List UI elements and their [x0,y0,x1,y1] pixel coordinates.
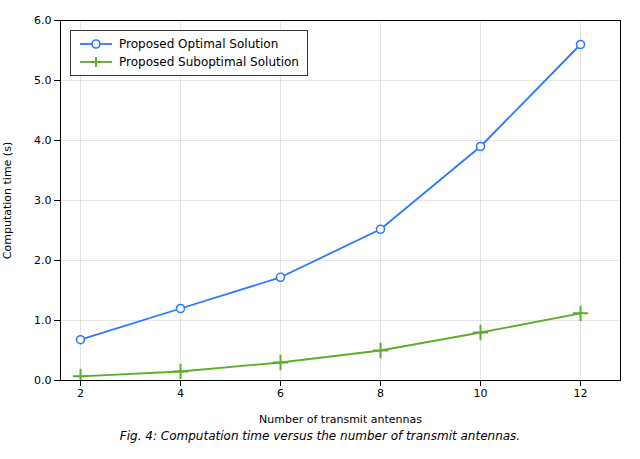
svg-text:4: 4 [177,387,184,400]
html-text:Proposed Suboptimal Solution: Proposed Suboptimal Solution [119,55,299,69]
svg-text:4.0: 4.0 [34,134,52,147]
svg-text:6.0: 6.0 [34,14,52,27]
svg-text:10: 10 [474,387,488,400]
svg-text:2: 2 [77,387,84,400]
svg-text:Number of transmit antennas: Number of transmit antennas [259,413,422,426]
svg-text:1.0: 1.0 [34,314,52,327]
svg-text:6: 6 [277,387,284,400]
svg-text:12: 12 [574,387,588,400]
svg-text:2.0: 2.0 [34,254,52,267]
html-text:Proposed Optimal Solution: Proposed Optimal Solution [119,37,279,51]
svg-text:0.0: 0.0 [34,374,52,387]
svg-text:8: 8 [377,387,384,400]
svg-text:Computation time (s): Computation time (s) [1,142,14,259]
html-text:Fig. 4: Computation time versu: Fig. 4: Computation time versus the numb… [119,429,521,443]
svg-text:3.0: 3.0 [34,194,52,207]
svg-text:5.0: 5.0 [34,74,52,87]
